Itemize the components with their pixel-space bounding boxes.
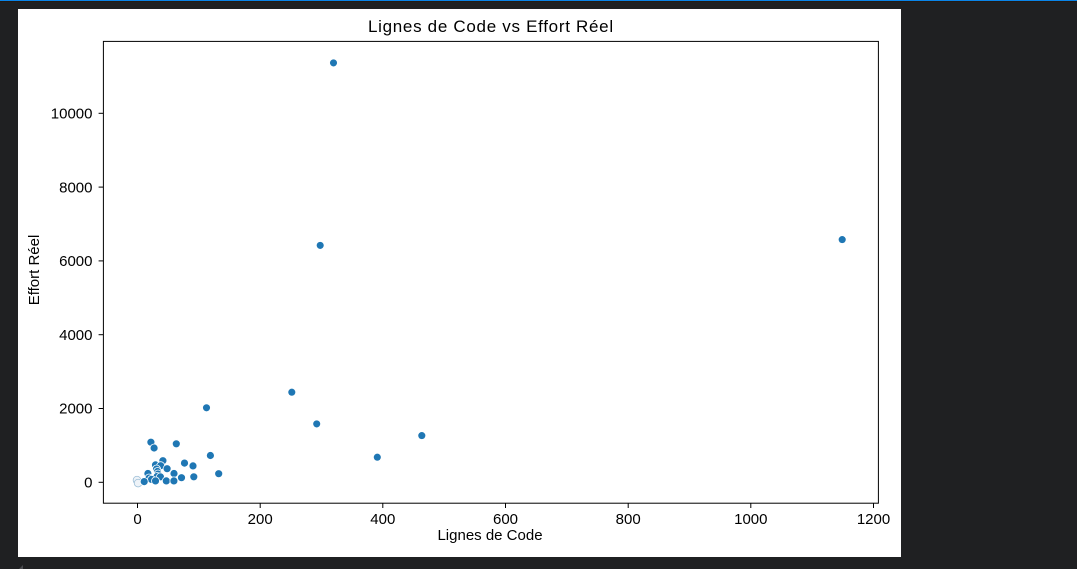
svg-text:Lignes de Code vs Effort Réel: Lignes de Code vs Effort Réel [368, 17, 614, 36]
svg-text:10000: 10000 [51, 106, 93, 123]
svg-text:Effort Réel: Effort Réel [26, 235, 43, 306]
svg-text:200: 200 [248, 511, 273, 528]
svg-text:0: 0 [133, 511, 141, 528]
svg-text:400: 400 [370, 511, 395, 528]
svg-text:2000: 2000 [59, 401, 92, 418]
svg-text:1000: 1000 [734, 511, 767, 528]
svg-text:Lignes de Code: Lignes de Code [437, 527, 542, 544]
svg-text:6000: 6000 [59, 253, 92, 270]
svg-text:600: 600 [493, 511, 518, 528]
svg-text:0: 0 [84, 475, 92, 492]
svg-text:8000: 8000 [59, 179, 92, 196]
svg-text:1200: 1200 [857, 511, 890, 528]
svg-text:800: 800 [616, 511, 641, 528]
svg-text:4000: 4000 [59, 327, 92, 344]
